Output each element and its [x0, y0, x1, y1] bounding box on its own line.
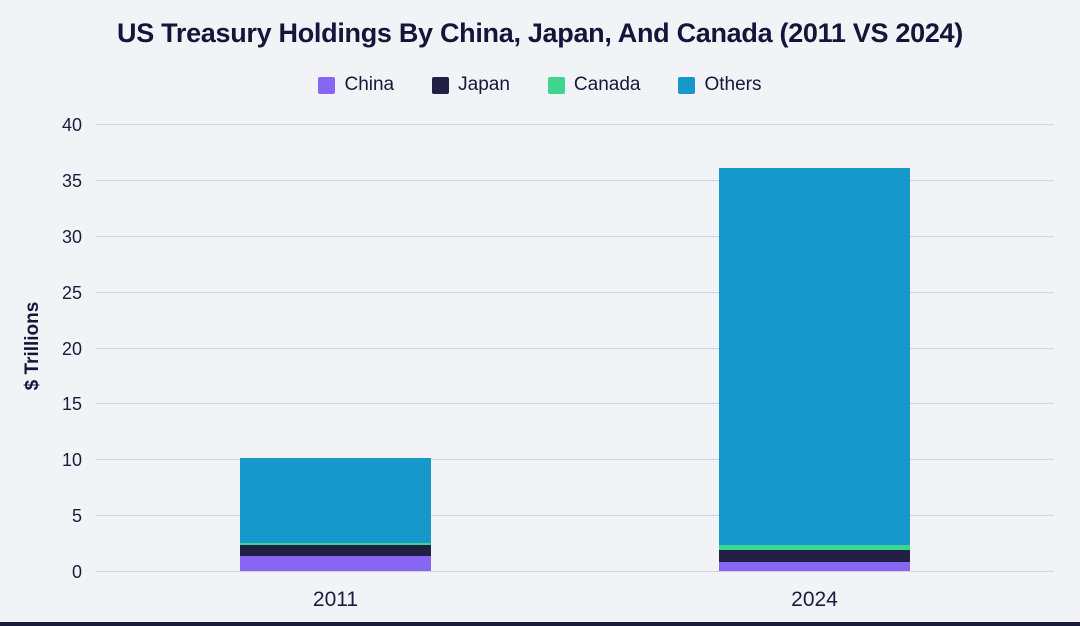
gridline [96, 347, 1054, 349]
gridline [96, 571, 1054, 572]
y-tick-label: 20 [61, 338, 82, 359]
bar-segment-japan-2024[interactable] [719, 549, 910, 563]
y-tick-label: 10 [61, 450, 82, 471]
bar-2024[interactable] [719, 167, 910, 571]
legend-label: Others [704, 74, 762, 95]
chart-title: US Treasury Holdings By China, Japan, An… [117, 18, 963, 48]
canada-color-swatch-icon [547, 76, 565, 94]
plot-area: 0 5 10 15 20 25 30 35 40 2011 2024 [62, 115, 1054, 611]
y-tick-label: 30 [61, 226, 82, 247]
legend-item-others[interactable]: Others [678, 74, 762, 96]
gridline [96, 235, 1054, 237]
y-tick-label: 35 [61, 170, 82, 191]
bar-segment-china-2011[interactable] [240, 556, 431, 571]
china-color-swatch-icon [318, 76, 336, 94]
legend-label: Canada [573, 74, 641, 95]
y-tick-label: 40 [61, 115, 82, 135]
bar-segment-others-2024[interactable] [719, 167, 910, 546]
bar-segment-china-2024[interactable] [719, 562, 910, 571]
bar-segment-canada-2011[interactable] [240, 543, 431, 546]
legend: China Japan Canada Others [0, 73, 1080, 97]
gridline [96, 515, 1054, 517]
bar-segment-japan-2011[interactable] [240, 545, 431, 557]
legend-item-china[interactable]: China [318, 74, 394, 96]
bar-segment-canada-2024[interactable] [719, 545, 910, 550]
japan-color-swatch-icon [432, 76, 450, 94]
y-tick-label: 25 [61, 282, 82, 303]
x-tick-label: 2024 [791, 588, 838, 611]
bar-2011[interactable] [240, 458, 431, 571]
gridline [96, 179, 1054, 181]
bar-segment-others-2011[interactable] [240, 458, 431, 544]
gridline [96, 459, 1054, 461]
x-tick-label: 2011 [312, 588, 359, 611]
gridline [96, 403, 1054, 405]
gridline [96, 124, 1054, 125]
y-tick-label: 5 [71, 506, 82, 527]
legend-label: China [344, 74, 395, 95]
legend-item-japan[interactable]: Japan [432, 74, 510, 96]
y-tick-label: 0 [71, 562, 82, 582]
legend-item-canada[interactable]: Canada [547, 74, 641, 96]
others-color-swatch-icon [678, 76, 696, 94]
y-tick-label: 15 [61, 394, 82, 415]
bottom-border-strip [0, 622, 1080, 626]
legend-label: Japan [458, 74, 510, 95]
gridline [96, 291, 1054, 293]
